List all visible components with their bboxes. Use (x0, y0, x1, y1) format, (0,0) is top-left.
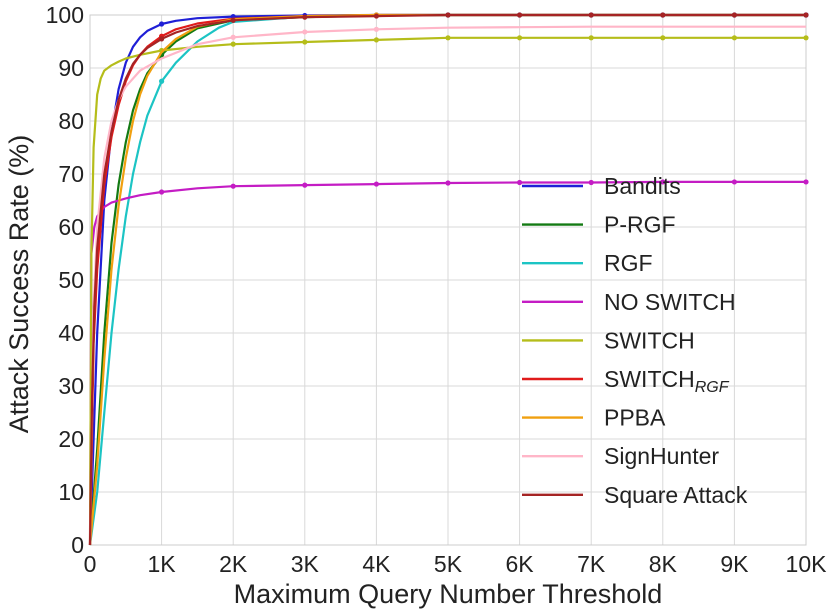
x-tick-label: 7K (577, 551, 606, 577)
legend-label: SWITCH (604, 327, 695, 353)
y-tick-label: 80 (58, 108, 84, 134)
y-tick-label: 10 (58, 479, 84, 505)
y-tick-label: 20 (58, 426, 84, 452)
series-marker-square-attack (803, 12, 809, 18)
series-marker-rgf (159, 78, 165, 84)
x-tick-label: 1K (148, 551, 177, 577)
series-marker-square-attack (445, 12, 451, 18)
y-tick-label: 50 (58, 267, 84, 293)
legend-item-bandits: Bandits (522, 173, 681, 199)
y-tick-label: 40 (58, 320, 84, 346)
x-tick-label: 0 (84, 551, 97, 577)
series-marker-bandits (159, 21, 165, 27)
series-marker-switch (517, 35, 523, 41)
legend-item-ppba: PPBA (522, 405, 666, 431)
series-marker-square-attack (230, 17, 236, 23)
series-line-signhunter (88, 25, 806, 546)
x-tick-label: 4K (362, 551, 391, 577)
series-marker-no-switch (660, 179, 666, 185)
legend-label: NO SWITCH (604, 289, 736, 315)
series-marker-no-switch (731, 179, 738, 185)
series-signhunter (88, 25, 806, 546)
series-marker-no-switch (302, 182, 308, 188)
series-marker-square-attack (159, 36, 165, 42)
series-marker-switch (588, 35, 594, 41)
x-tick-label: 10K (786, 551, 828, 577)
legend-label: Square Attack (604, 482, 748, 508)
legend-label: SWITCHRGF (604, 366, 730, 396)
y-tick-label: 90 (58, 55, 84, 81)
x-tick-label: 9K (720, 551, 749, 577)
series-marker-signhunter (230, 34, 236, 40)
legend-item-p-rgf: P-RGF (522, 212, 676, 238)
x-tick-label: 2K (219, 551, 248, 577)
series-marker-no-switch (517, 179, 523, 186)
y-tick-label: 0 (71, 532, 84, 558)
series-marker-switch (445, 35, 451, 41)
legend-label: SignHunter (604, 443, 719, 469)
series-marker-signhunter (302, 29, 308, 35)
x-tick-label: 3K (291, 551, 320, 577)
series-marker-square-attack (302, 14, 308, 20)
legend-item-square-attack: Square Attack (522, 482, 748, 508)
series-marker-square-attack (660, 12, 666, 18)
legend-item-switch-rgf: SWITCHRGF (522, 366, 730, 396)
tick-labels: 0 1K 2K 3K 4K 5K 6K 7K 8K 9K 10K 0 10 20 30 40 50 60 70 80 9… (46, 2, 827, 577)
series-marker-square-attack (731, 12, 738, 18)
series-marker-square-attack (517, 12, 523, 18)
x-tick-label: 5K (434, 551, 463, 577)
series-marker-switch (373, 37, 379, 43)
series-marker-switch (660, 35, 666, 41)
y-tick-label: 60 (58, 214, 84, 240)
series-marker-no-switch (445, 180, 451, 186)
x-axis-label: Maximum Query Number Threshold (234, 579, 663, 609)
legend-item-rgf: RGF (522, 250, 653, 276)
y-tick-label: 30 (58, 373, 84, 399)
series-marker-no-switch (230, 183, 236, 189)
legend-item-signhunter: SignHunter (522, 443, 719, 469)
series-lines (88, 12, 809, 546)
series-marker-switch (230, 41, 236, 47)
series-marker-no-switch (588, 179, 594, 186)
series-switch (88, 35, 809, 546)
legend-label: RGF (604, 250, 653, 276)
series-marker-square-attack (588, 12, 594, 18)
legend-item-no-switch: NO SWITCH (522, 289, 736, 315)
x-tick-label: 6K (506, 551, 535, 577)
series-marker-switch (731, 35, 738, 41)
legend-label: P-RGF (604, 212, 676, 238)
series-marker-switch (302, 39, 308, 45)
y-axis-label: Attack Success Rate (%) (4, 135, 34, 434)
series-marker-no-switch (803, 179, 809, 185)
series-marker-no-switch (159, 189, 165, 195)
y-tick-label: 100 (46, 2, 84, 28)
series-marker-no-switch (373, 181, 379, 187)
y-tick-label: 70 (58, 161, 84, 187)
legend: Bandits P-RGF RGF NO SWITCH SWITCH SWITCHRGF P… (522, 173, 748, 508)
legend-label: Bandits (604, 173, 681, 199)
series-marker-signhunter (373, 26, 379, 32)
legend-label: PPBA (604, 405, 666, 431)
legend-item-switch: SWITCH (522, 327, 695, 353)
series-square-attack (88, 12, 809, 546)
series-marker-switch (803, 35, 809, 41)
x-tick-label: 8K (649, 551, 678, 577)
series-marker-square-attack (373, 13, 379, 19)
